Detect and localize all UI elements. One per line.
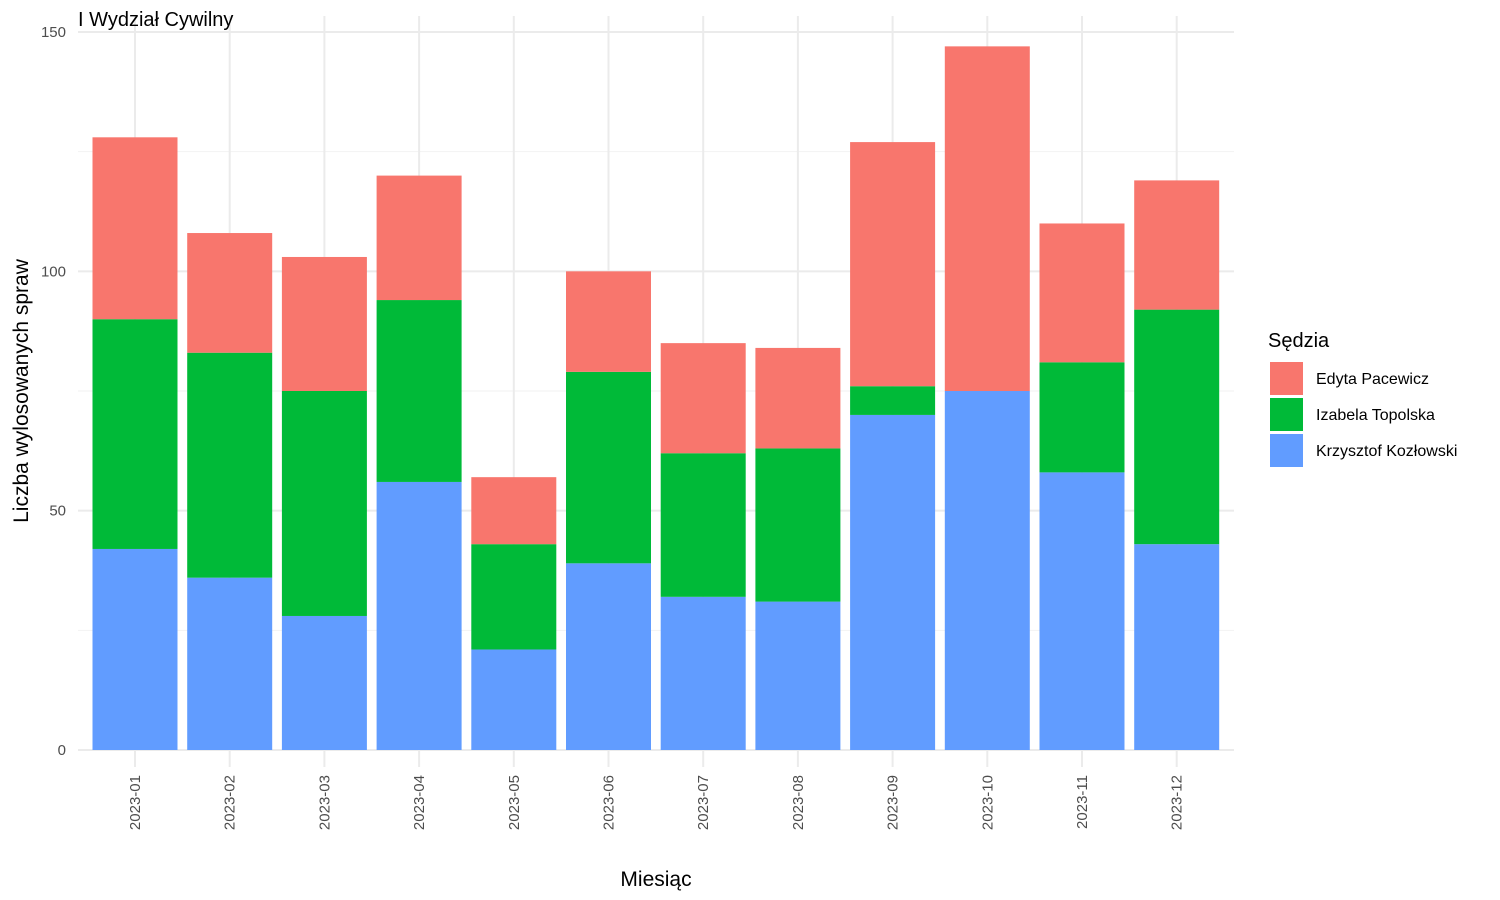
legend-swatch: [1270, 362, 1303, 395]
bar-segment: [850, 142, 936, 387]
x-tick-label: 2023-07: [695, 775, 712, 830]
bar-segment: [1039, 223, 1125, 363]
x-tick-label: 2023-04: [411, 775, 428, 830]
legend-item: Krzysztof Kozłowski: [1270, 434, 1457, 467]
x-tick-label: 2023-08: [790, 775, 807, 830]
bar-segment: [566, 271, 651, 372]
bar-segment: [187, 352, 273, 578]
bar-segment: [281, 391, 367, 616]
bar-segment: [1039, 472, 1125, 750]
bar-segment: [1134, 180, 1220, 310]
bar-segment: [92, 548, 178, 750]
bar-segment: [1039, 362, 1125, 473]
y-axis-title: Liczba wylosowanych spraw: [10, 258, 33, 523]
bar-segment: [187, 233, 273, 353]
bar-segment: [471, 544, 557, 650]
bar-segment: [471, 649, 557, 750]
x-tick-label: 2023-03: [316, 775, 333, 830]
bar-segment: [92, 319, 178, 549]
bar-segment: [944, 46, 1030, 392]
bar-segment: [566, 563, 651, 750]
x-tick-label: 2023-02: [222, 775, 239, 830]
bar-segment: [376, 175, 462, 301]
bar-segment: [1134, 309, 1220, 545]
x-tick-label: 2023-01: [127, 775, 144, 830]
bars: [92, 46, 1220, 750]
legend-item: Izabela Topolska: [1270, 398, 1435, 431]
bar-segment: [281, 615, 367, 750]
x-axis-ticks: 2023-01 2023-02 2023-03 2023-04 2023-05 2023-…: [127, 775, 1186, 830]
bar-segment: [755, 448, 841, 602]
bar-segment: [944, 391, 1030, 750]
legend-item: Edyta Pacewicz: [1270, 362, 1429, 395]
y-tick-label: 0: [58, 742, 66, 759]
legend-title: Sędzia: [1268, 330, 1330, 352]
bar-segment: [850, 386, 936, 415]
legend-label: Krzysztof Kozłowski: [1316, 443, 1457, 460]
bar-segment: [376, 481, 462, 750]
legend-label: Izabela Topolska: [1316, 407, 1435, 424]
x-tick-label: 2023-09: [885, 775, 902, 830]
y-axis-ticks: 0 50 100 150: [41, 24, 66, 759]
x-tick-label: 2023-06: [601, 775, 618, 830]
bar-segment: [281, 256, 367, 391]
bar-segment: [660, 596, 746, 750]
x-tick-label: 2023-10: [979, 775, 996, 830]
x-axis-title: Miesiąc: [620, 868, 691, 891]
bar-segment: [660, 453, 746, 597]
bar-segment: [471, 477, 557, 545]
y-tick-label: 150: [41, 24, 66, 41]
bar-segment: [376, 300, 462, 482]
bar-segment: [660, 343, 746, 454]
x-tick-label: 2023-11: [1074, 775, 1091, 829]
bar-segment: [566, 371, 651, 564]
bar-segment: [1134, 544, 1220, 750]
y-tick-label: 50: [49, 503, 66, 520]
legend-swatch: [1270, 398, 1303, 431]
y-tick-label: 100: [41, 263, 66, 280]
bar-segment: [187, 577, 273, 750]
chart-title: I Wydział Cywilny: [78, 9, 233, 31]
x-tick-label: 2023-05: [506, 775, 523, 830]
bar-segment: [92, 137, 178, 320]
bar-segment: [755, 347, 841, 449]
x-tick-label: 2023-12: [1169, 775, 1186, 830]
legend-label: Edyta Pacewicz: [1316, 371, 1429, 388]
legend-swatch: [1270, 434, 1303, 467]
legend: Sędzia Edyta Pacewicz Izabela Topolska Krz…: [1268, 330, 1457, 467]
bar-segment: [850, 414, 936, 750]
bar-segment: [755, 601, 841, 750]
